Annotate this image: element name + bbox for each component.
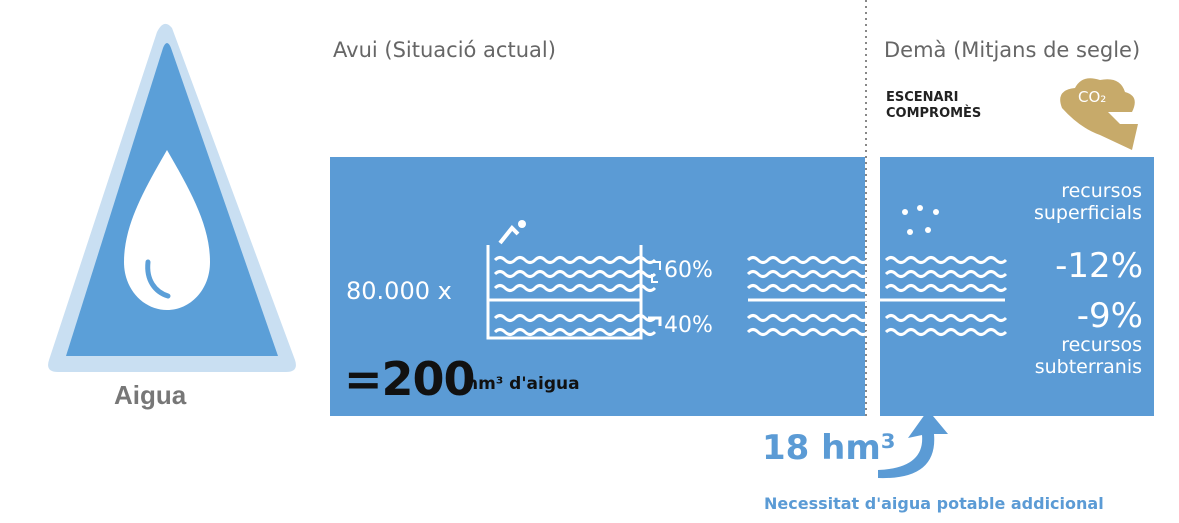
wave [884,270,1008,278]
ground-label: recursos subterranis [1034,334,1142,378]
wave [884,328,1008,336]
wave [493,328,657,336]
additional-amount: 18 hm³ [762,428,896,468]
multiplier: 80.000 x [346,277,452,305]
scenario-line: ESCENARI [886,90,959,105]
wave [884,256,1008,264]
total-value: =200 [344,352,476,406]
total-unit: hm³ d'aigua [466,374,580,394]
diver [498,225,520,245]
co2-label: CO₂ [1078,88,1107,106]
wave [493,314,657,322]
tap-icon [648,316,662,326]
drop-shine [145,259,171,299]
scenario-line: COMPROMÈS [886,106,982,121]
tomorrow-heading: Demà (Mitjans de segle) [884,38,1141,62]
wave [493,284,657,292]
today-heading: Avui (Situació actual) [333,38,556,62]
surface-label: recursos superficials [1033,180,1142,224]
pool [486,245,643,340]
wave [746,284,870,292]
wave [746,270,870,278]
surface-share: 60% [664,258,713,283]
wave [493,270,657,278]
diver-head [518,220,526,228]
rain [902,205,939,235]
up-arrow [878,410,948,479]
wave [884,314,1008,322]
wave [884,284,1008,292]
wave [746,256,870,264]
surface-change: -12% [1055,246,1143,286]
additional-caption: Necessitat d'aigua potable addicional [764,494,1104,513]
scenario: ESCENARI COMPROMÈS [886,90,981,122]
wave [746,314,870,322]
co2-cloud [1060,78,1138,150]
wave [746,328,870,336]
wave [493,256,657,264]
ground-change: -9% [1076,296,1143,336]
icon-label: Aigua [114,380,187,410]
ground-share: 40% [664,313,713,338]
